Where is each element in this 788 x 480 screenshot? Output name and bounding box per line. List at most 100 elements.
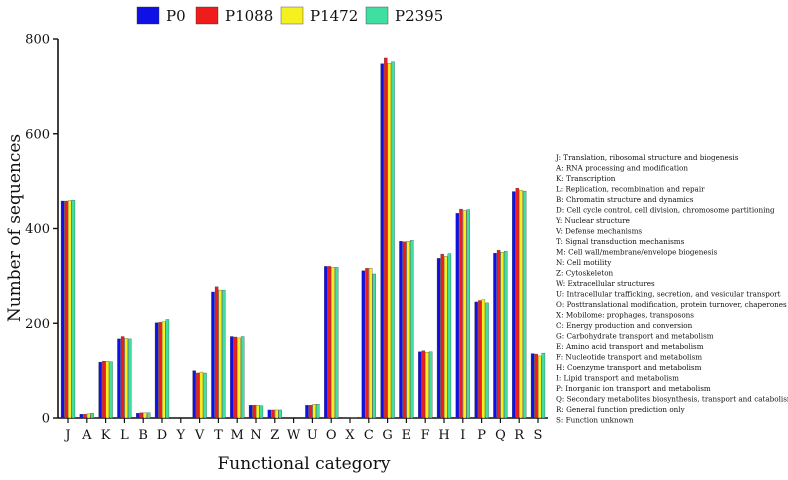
- bar-P2395-D: [165, 319, 170, 419]
- legend-label-P1088: P1088: [225, 7, 273, 25]
- legend-label-P1472: P1472: [310, 7, 358, 25]
- bar-P0-P: [474, 301, 478, 419]
- category-description: O: Posttranslational modification, prote…: [556, 300, 787, 309]
- bar-P2395-G: [391, 61, 395, 419]
- bar-P2395-V: [203, 372, 207, 419]
- bar-P0-M: [230, 336, 234, 419]
- category-description: X: Mobilome: prophages, transposons: [556, 311, 694, 320]
- legend-label-P2395: P2395: [395, 7, 443, 25]
- bar-P1088-Z: [271, 409, 275, 419]
- bar-P2395-I: [466, 209, 470, 419]
- category-description: R: General function prediction only: [556, 405, 686, 414]
- bar-P1472-J: [68, 200, 72, 419]
- bar-P1088-V: [196, 372, 200, 419]
- bar-P0-K: [98, 361, 102, 419]
- bar-P1088-M: [233, 336, 238, 419]
- bar-P1472-I: [462, 210, 467, 419]
- category-label: K: [101, 428, 111, 443]
- bar-P1088-F: [421, 350, 426, 419]
- category-label: Y: [176, 428, 186, 443]
- category-label: E: [402, 428, 412, 443]
- bar-P2395-R: [522, 190, 527, 419]
- bar-P0-H: [436, 258, 441, 419]
- bar-P1472-Z: [274, 409, 279, 419]
- category-label: Q: [495, 428, 506, 443]
- bar-P0-B: [136, 413, 140, 419]
- category-description: D: Cell cycle control, cell division, ch…: [556, 206, 775, 215]
- y-axis-title: Number of sequences: [5, 134, 25, 322]
- legend-swatch-P1472: [280, 6, 304, 25]
- category-label: B: [138, 428, 148, 443]
- bar-P2395-E: [410, 240, 414, 419]
- bar-P1472-K: [105, 360, 110, 419]
- category-label: C: [364, 428, 374, 443]
- bar-P2395-O: [334, 267, 339, 419]
- bar-P0-Q: [493, 252, 497, 419]
- legend-swatch-P1088: [195, 6, 219, 25]
- category-label: N: [250, 428, 261, 443]
- category-descriptions: J: Translation, ribosomal structure and …: [555, 153, 788, 425]
- category-description: A: RNA processing and modification: [555, 164, 688, 173]
- bar-P0-V: [192, 370, 196, 419]
- bar-P1472-S: [538, 355, 542, 419]
- category-label: D: [157, 428, 167, 443]
- bar-P2395-Q: [504, 251, 508, 419]
- bar-P0-T: [211, 291, 215, 419]
- category-description: F: Nucleotide transport and metabolism: [556, 353, 702, 362]
- y-tick-label: 400: [25, 222, 50, 237]
- category-label: L: [120, 428, 129, 443]
- bar-P1472-B: [143, 412, 147, 419]
- bar-P2395-A: [90, 413, 94, 419]
- category-label: U: [307, 428, 318, 443]
- bar-P1088-A: [83, 414, 87, 419]
- bar-P1472-D: [162, 321, 166, 419]
- bar-P1472-O: [331, 267, 335, 419]
- category-label: P: [477, 428, 486, 443]
- category-description: J: Translation, ribosomal structure and …: [555, 153, 739, 162]
- bar-P2395-P: [485, 302, 489, 419]
- bar-P1472-F: [425, 351, 429, 419]
- category-description: P: Inorganic ion transport and metabolis…: [556, 384, 711, 393]
- category-label: T: [214, 428, 223, 443]
- category-label: H: [438, 428, 449, 443]
- category-description: W: Extracellular structures: [556, 279, 655, 288]
- category-label: V: [194, 428, 205, 443]
- bar-P0-N: [248, 405, 253, 419]
- bar-P1472-L: [124, 338, 128, 419]
- category-label: X: [345, 428, 355, 443]
- bar-P1088-J: [64, 200, 68, 419]
- category-label: W: [287, 428, 301, 443]
- x-axis-title: Functional category: [217, 454, 390, 474]
- y-tick-label: 200: [25, 317, 50, 332]
- category-description: H: Coenzyme transport and metabolism: [556, 363, 702, 372]
- bar-P2395-L: [128, 338, 132, 419]
- bar-P0-D: [154, 322, 159, 419]
- legend-label-P0: P0: [166, 7, 186, 25]
- bar-P1472-U: [312, 404, 316, 419]
- bar-P2395-Z: [278, 409, 282, 419]
- bar-P1472-V: [199, 371, 204, 419]
- category-label: O: [326, 428, 337, 443]
- bar-P2395-J: [71, 199, 76, 419]
- category-description: U: Intracellular trafficking, secretion,…: [556, 290, 781, 299]
- category-description: B: Chromatin structure and dynamics: [556, 195, 694, 204]
- bar-P0-G: [380, 63, 384, 419]
- bar-P1472-H: [444, 256, 448, 419]
- bar-P0-Z: [267, 409, 272, 419]
- bar-P1088-S: [534, 353, 538, 419]
- bar-P1472-G: [387, 63, 392, 419]
- bar-P1088-I: [459, 208, 463, 419]
- y-tick-label: 800: [25, 33, 50, 48]
- bar-P1088-H: [440, 253, 444, 419]
- category-label: M: [231, 428, 244, 443]
- bar-P1472-R: [519, 189, 523, 419]
- bar-P0-E: [399, 241, 403, 419]
- bar-P0-C: [361, 270, 366, 419]
- bars: [60, 57, 546, 419]
- category-description: T: Signal transduction mechanisms: [556, 237, 685, 246]
- bar-P2395-H: [447, 253, 452, 419]
- bar-P1088-E: [402, 241, 407, 419]
- bar-P1472-N: [256, 405, 260, 419]
